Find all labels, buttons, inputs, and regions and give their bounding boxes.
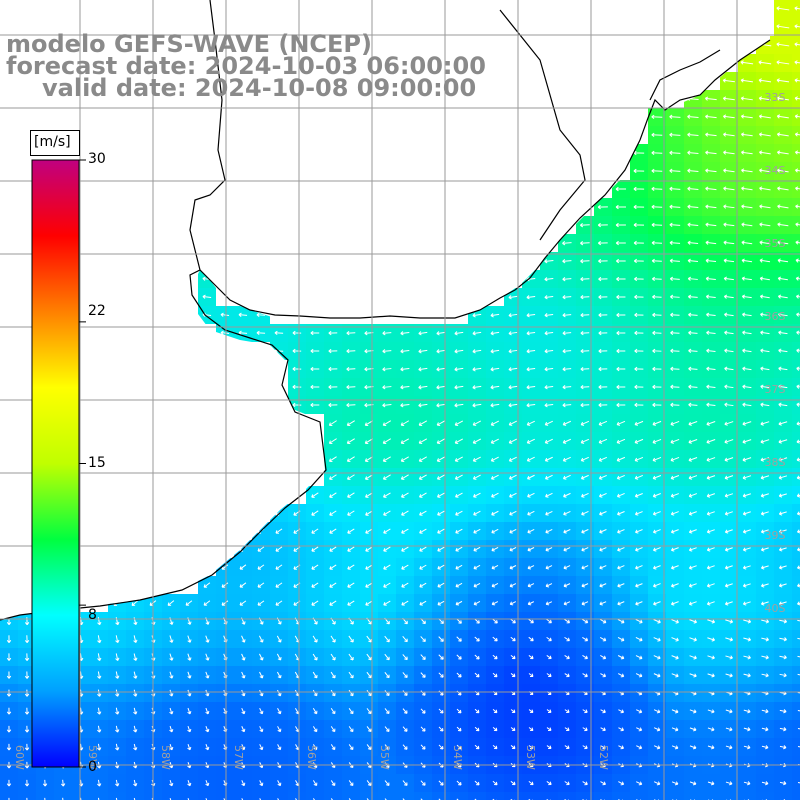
wind-cell bbox=[306, 792, 324, 800]
colorbar-tick-15: 15 bbox=[88, 455, 106, 471]
wind-cell bbox=[360, 792, 378, 800]
wind-cell bbox=[738, 792, 756, 800]
lat-label: 37S bbox=[765, 383, 786, 396]
wind-cell bbox=[756, 792, 774, 800]
wind-cell bbox=[396, 792, 414, 800]
wind-cell bbox=[198, 792, 216, 800]
lat-label: 33S bbox=[765, 91, 786, 104]
wind-cell bbox=[594, 792, 612, 800]
colorbar-tick-30: 30 bbox=[88, 151, 106, 167]
colorbar-tick-22: 22 bbox=[88, 303, 106, 319]
wind-cell bbox=[342, 792, 360, 800]
lon-label: 56W bbox=[305, 745, 318, 770]
lat-label: 38S bbox=[765, 456, 786, 469]
wind-cell bbox=[702, 792, 720, 800]
wind-cell bbox=[792, 486, 800, 504]
colorbar-tick-8: 8 bbox=[88, 607, 97, 623]
wind-cell bbox=[252, 792, 270, 800]
wind-cell bbox=[612, 792, 630, 800]
wind-cell bbox=[450, 792, 468, 800]
wind-cell bbox=[378, 792, 396, 800]
lat-label: 36S bbox=[765, 310, 786, 323]
wind-cell bbox=[270, 792, 288, 800]
colorbar-unit: [m/s] bbox=[34, 134, 71, 150]
lon-label: 57W bbox=[232, 745, 245, 770]
colorbar-gradient bbox=[32, 160, 79, 767]
wind-cell bbox=[774, 792, 792, 800]
wind-cell bbox=[558, 792, 576, 800]
wind-cell bbox=[504, 792, 522, 800]
wind-cell bbox=[486, 792, 504, 800]
wind-cell bbox=[432, 792, 450, 800]
wind-cell bbox=[324, 792, 342, 800]
lat-label: 39S bbox=[765, 529, 786, 542]
colorbar-tick-0: 0 bbox=[88, 759, 97, 775]
wind-cell bbox=[540, 792, 558, 800]
wind-cell bbox=[630, 792, 648, 800]
lon-label: 55W bbox=[378, 745, 391, 770]
colorbar bbox=[32, 160, 86, 767]
wind-cell bbox=[126, 792, 144, 800]
wind-cell bbox=[648, 792, 666, 800]
wind-cell bbox=[162, 792, 180, 800]
lon-label: 60W bbox=[13, 745, 26, 770]
wind-cell bbox=[792, 504, 800, 522]
wind-cell bbox=[180, 792, 198, 800]
lon-label: 54W bbox=[451, 745, 464, 770]
wind-cell bbox=[792, 792, 800, 800]
lat-label: 35S bbox=[765, 237, 786, 250]
lat-label: 40S bbox=[765, 602, 786, 615]
wind-cell bbox=[234, 792, 252, 800]
lon-label: 58W bbox=[159, 745, 172, 770]
wind-cell bbox=[792, 468, 800, 486]
wind-cell bbox=[468, 792, 486, 800]
wind-cell bbox=[792, 414, 800, 432]
wind-cell bbox=[792, 450, 800, 468]
wind-cell bbox=[522, 792, 540, 800]
title-valid-date: valid date: 2024-10-08 09:00:00 bbox=[42, 76, 476, 100]
lat-label: 34S bbox=[765, 164, 786, 177]
wind-cell bbox=[666, 792, 684, 800]
wind-cell bbox=[414, 792, 432, 800]
lon-label: 53W bbox=[524, 745, 537, 770]
wind-cell bbox=[720, 792, 738, 800]
wind-cell bbox=[216, 792, 234, 800]
wind-cell bbox=[684, 792, 702, 800]
lon-label: 52W bbox=[597, 745, 610, 770]
wind-cell bbox=[792, 432, 800, 450]
wind-cell bbox=[288, 792, 306, 800]
